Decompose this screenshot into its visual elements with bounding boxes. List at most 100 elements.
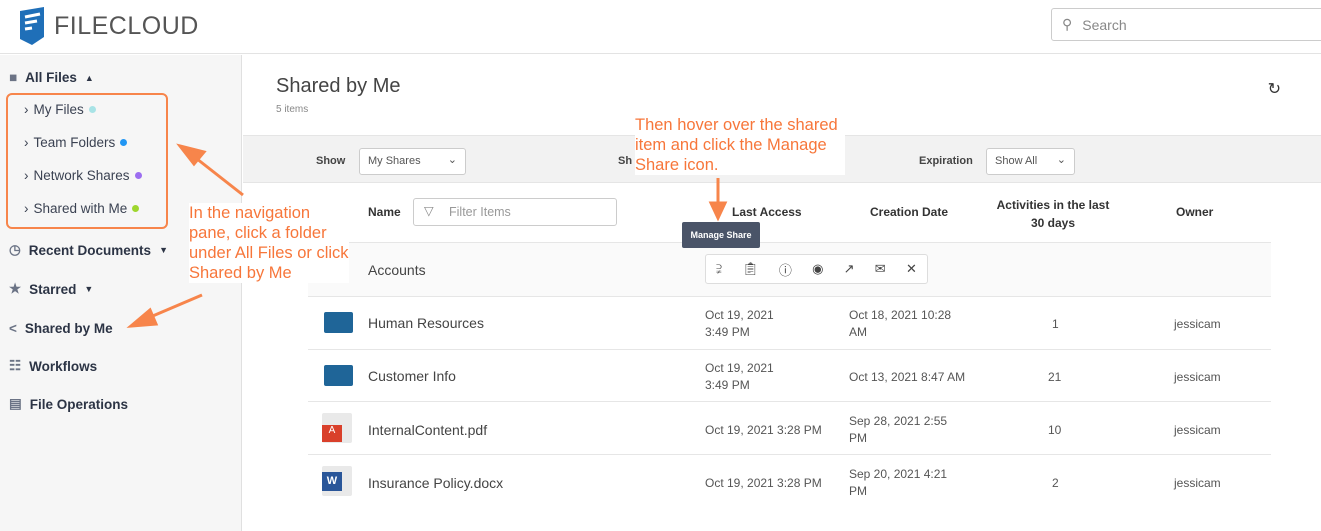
label: All Files xyxy=(25,70,77,85)
filter-items-input[interactable]: ▽ Filter Items xyxy=(413,198,617,226)
arrow-to-folders xyxy=(191,153,244,197)
eye-icon[interactable]: ◉ xyxy=(812,261,824,276)
show-select[interactable]: My Shares ⌄ xyxy=(359,148,466,175)
last-access: Oct 19, 2021 3:49 PM xyxy=(705,361,774,392)
creation-date: Oct 13, 2021 8:47 AM xyxy=(849,370,966,384)
table-row[interactable]: Customer Info Oct 19, 2021 3:49 PM Oct 1… xyxy=(308,349,1271,401)
label: File Operations xyxy=(29,396,129,412)
chevron-right-icon: › xyxy=(24,201,29,216)
filecloud-logo-icon xyxy=(20,7,44,45)
expiration-select[interactable]: Show All ⌄ xyxy=(986,148,1075,175)
sidebar-item-recent-documents[interactable]: ◷ Recent Documents ▼ xyxy=(9,242,168,258)
file-name[interactable]: Human Resources xyxy=(368,315,484,331)
label: Recent Documents xyxy=(28,242,152,258)
sidebar-item-network-shares[interactable]: › Network Shares xyxy=(24,168,142,183)
table-row[interactable]: W Insurance Policy.docx Oct 19, 2021 3:2… xyxy=(308,454,1271,507)
open-external-icon[interactable]: ↗ xyxy=(843,261,855,276)
sidebar-item-team-folders[interactable]: › Team Folders xyxy=(24,135,128,150)
column-name[interactable]: Name xyxy=(368,205,401,219)
star-icon: ★ xyxy=(9,281,22,296)
creation-date: Oct 18, 2021 10:28 AM xyxy=(849,308,952,339)
activities: 10 xyxy=(1048,423,1062,437)
value: Show All xyxy=(995,155,1038,167)
caret-down-icon: ▼ xyxy=(84,284,94,294)
sidebar-item-all-files[interactable]: ■ All Files ▲ xyxy=(9,70,94,85)
row-action-toolbar: ⫌ 📋︎ ⓘ ◉ ↗ ✉ ✕ xyxy=(705,254,928,284)
label: My Files xyxy=(33,102,84,117)
owner: jessicam xyxy=(1174,370,1221,384)
creation-date: Sep 28, 2021 2:55 PM xyxy=(849,414,948,445)
refresh-icon[interactable]: ↻ xyxy=(1267,81,1281,98)
sidebar-item-starred[interactable]: ★ Starred ▼ xyxy=(9,281,93,297)
label: Shared with Me xyxy=(33,201,128,216)
email-icon[interactable]: ✉ xyxy=(874,261,886,276)
owner: jessicam xyxy=(1174,423,1221,437)
top-bar: FILECLOUD ⚲ Search xyxy=(0,0,1321,54)
sidebar-item-workflows[interactable]: ☷ Workflows xyxy=(9,358,97,374)
close-icon[interactable]: ✕ xyxy=(905,261,917,276)
sidebar-item-my-files[interactable]: › My Files xyxy=(24,102,96,117)
clipboard-icon[interactable]: 📋︎ xyxy=(742,261,759,276)
caret-up-icon: ▲ xyxy=(84,72,94,83)
label: Network Shares xyxy=(33,168,130,183)
annotation-hover: Then hover over the shared item and clic… xyxy=(635,115,845,175)
column-creation-date[interactable]: Creation Date xyxy=(870,205,949,219)
share-icon: < xyxy=(9,321,17,336)
annotation-nav: In the navigation pane, click a folder u… xyxy=(189,203,349,283)
column-owner[interactable]: Owner xyxy=(1176,205,1214,219)
table-row[interactable]: A InternalContent.pdf Oct 19, 2021 3:28 … xyxy=(308,401,1271,454)
folder-icon: ■ xyxy=(9,70,18,85)
pdf-icon: A xyxy=(322,413,352,443)
search-input[interactable]: ⚲ Search xyxy=(1051,8,1321,41)
info-icon[interactable]: ⓘ xyxy=(778,262,792,278)
manage-share-tooltip: Manage Share xyxy=(682,222,760,248)
highlight-box xyxy=(6,93,168,229)
sidebar xyxy=(0,55,242,531)
main-panel: Shared by Me 5 items ↻ Show My Shares ⌄ S… xyxy=(243,55,1321,531)
filter-bar: Show My Shares ⌄ Sh ⌄ Expiration Show All… xyxy=(243,135,1321,183)
label: Starred xyxy=(29,281,77,297)
table-row[interactable]: Human Resources Oct 19, 2021 3:49 PM Oct… xyxy=(308,296,1271,349)
sidebar-item-shared-by-me[interactable]: < Shared by Me xyxy=(9,321,113,336)
search-placeholder: Search xyxy=(1082,16,1127,33)
placeholder: Filter Items xyxy=(449,205,511,219)
activities: 21 xyxy=(1048,370,1062,384)
sidebar-item-shared-with-me[interactable]: › Shared with Me xyxy=(24,201,140,216)
document-icon: ▤ xyxy=(9,396,22,411)
creation-date: Sep 20, 2021 4:21 PM xyxy=(849,467,948,498)
chevron-down-icon: ⌄ xyxy=(447,154,457,166)
arrowhead xyxy=(176,143,207,167)
file-name[interactable]: InternalContent.pdf xyxy=(368,422,488,438)
value: My Shares xyxy=(368,155,421,167)
label: Team Folders xyxy=(33,135,116,150)
column-activities[interactable]: Activities in the last 30 days xyxy=(996,198,1110,230)
search-icon: ⚲ xyxy=(1062,16,1073,32)
show-label: Show xyxy=(316,155,346,167)
share-icon[interactable]: ⫌ xyxy=(716,261,722,276)
color-dot xyxy=(120,139,128,146)
file-name[interactable]: Customer Info xyxy=(368,368,456,384)
color-dot xyxy=(132,205,140,212)
chevron-right-icon: › xyxy=(24,102,29,117)
item-count: 5 items xyxy=(276,104,309,115)
filter-icon: ▽ xyxy=(424,204,434,218)
expiration-label: Expiration xyxy=(919,155,973,167)
file-name[interactable]: Accounts xyxy=(368,262,426,278)
arrow-to-shared-by-me xyxy=(147,293,203,320)
color-dot xyxy=(134,172,142,179)
folder-icon xyxy=(324,365,353,386)
page-title: Shared by Me xyxy=(276,75,401,97)
sidebar-item-file-operations[interactable]: ▤ File Operations xyxy=(9,396,128,412)
activities: 2 xyxy=(1052,476,1059,490)
workflow-icon: ☷ xyxy=(9,358,22,373)
logo[interactable]: FILECLOUD xyxy=(18,7,199,45)
chevron-right-icon: › xyxy=(24,168,29,183)
label: Workflows xyxy=(29,358,98,374)
word-icon: W xyxy=(322,466,352,496)
share-filter-label: Sh xyxy=(618,155,633,167)
file-name[interactable]: Insurance Policy.docx xyxy=(368,475,504,491)
column-last-access[interactable]: Last Access xyxy=(732,205,802,219)
last-access: Oct 19, 2021 3:49 PM xyxy=(705,308,774,339)
chevron-down-icon: ⌄ xyxy=(1056,154,1066,166)
